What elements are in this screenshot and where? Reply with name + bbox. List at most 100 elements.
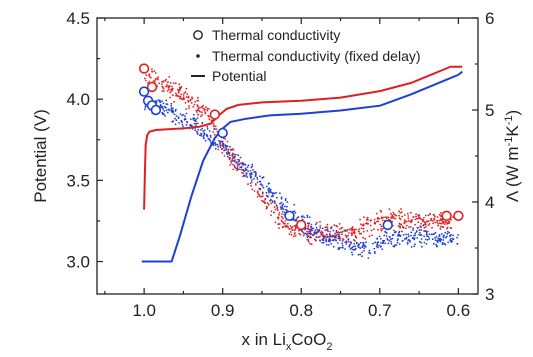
fixed-delay-dot [423, 235, 425, 238]
fixed-delay-dot [201, 127, 204, 130]
fixed-delay-dot [271, 201, 274, 204]
fixed-delay-dot [332, 229, 335, 232]
fixed-delay-dot [387, 242, 390, 245]
fixed-delay-dot [237, 154, 240, 157]
fixed-delay-dot [305, 233, 308, 236]
fixed-delay-dot [296, 216, 299, 219]
fixed-delay-dot [285, 208, 287, 211]
fixed-delay-dot [410, 234, 412, 237]
fixed-delay-dot [380, 242, 382, 244]
fixed-delay-dot [439, 240, 442, 242]
fixed-delay-dot [437, 239, 439, 242]
fixed-delay-dot [267, 190, 270, 193]
fixed-delay-dot [198, 110, 201, 112]
fixed-delay-dot [174, 110, 177, 112]
fixed-delay-dot [377, 228, 379, 231]
fixed-delay-dot [420, 245, 423, 248]
fixed-delay-dot [407, 217, 410, 220]
fixed-delay-dot [378, 235, 381, 238]
fixed-delay-dot [418, 240, 421, 243]
fixed-delay-dot [271, 199, 273, 202]
fixed-delay-dot [184, 118, 187, 120]
fixed-delay-dot [393, 229, 395, 232]
fixed-delay-dot [183, 92, 186, 94]
fixed-delay-dot [413, 238, 416, 241]
fixed-delay-dot [192, 105, 195, 108]
fixed-delay-dot [182, 125, 184, 128]
fixed-delay-dot [284, 220, 287, 222]
fixed-delay-dot [436, 219, 439, 222]
fixed-delay-dot [177, 117, 180, 120]
fixed-delay-dot [385, 235, 388, 237]
fixed-delay-dot [202, 104, 205, 107]
fixed-delay-dot [439, 228, 442, 230]
thermal-conductivity-point [209, 109, 221, 120]
fixed-delay-dot [331, 235, 334, 238]
fixed-delay-dot [286, 201, 289, 204]
x-tick-label: 1.0 [132, 301, 156, 320]
fixed-delay-dot [281, 213, 283, 215]
fixed-delay-dot [234, 153, 237, 156]
fixed-delay-dot [269, 198, 272, 201]
fixed-delay-dot [164, 115, 167, 117]
fixed-delay-dot [399, 225, 401, 228]
fixed-delay-dot [259, 195, 262, 198]
fixed-delay-dot [353, 229, 355, 232]
fixed-delay-dot [307, 224, 310, 227]
fixed-delay-dot [438, 213, 441, 216]
fixed-delay-dot [174, 123, 177, 126]
fixed-delay-dot [413, 237, 416, 240]
fixed-delay-dot [404, 219, 407, 222]
fixed-delay-dot [169, 82, 172, 84]
fixed-delay-dot [293, 210, 296, 213]
fixed-delay-dot [432, 213, 435, 216]
fixed-delay-dot [228, 151, 230, 154]
fixed-delay-dot [214, 144, 217, 146]
fixed-delay-dot [168, 88, 170, 91]
fixed-delay-dot [436, 221, 438, 223]
legend-open-circle-marker [193, 30, 203, 40]
fixed-delay-dot [457, 234, 459, 236]
fixed-delay-dot [315, 231, 317, 234]
fixed-delay-dot [293, 203, 296, 206]
fixed-delay-dot [344, 230, 347, 233]
fixed-delay-dot [433, 215, 436, 218]
fixed-delay-dot [424, 214, 427, 217]
fixed-delay-dot [268, 188, 270, 190]
fixed-delay-dot [442, 235, 445, 238]
fixed-delay-dot [265, 191, 268, 194]
fixed-delay-dot [307, 228, 310, 230]
fixed-delay-dot [361, 255, 363, 258]
fixed-delay-dot [168, 76, 171, 78]
fixed-delay-dot [326, 235, 329, 238]
fixed-delay-dot [184, 101, 187, 104]
fixed-delay-dot [439, 225, 442, 228]
fixed-delay-dot [298, 232, 301, 235]
fixed-delay-dot [340, 231, 342, 234]
fixed-delay-dot [196, 133, 199, 135]
fixed-delay-dot [351, 229, 353, 232]
fixed-delay-dot [278, 212, 281, 214]
fixed-delay-dot [144, 106, 147, 109]
fixed-delay-dot [383, 234, 386, 237]
fixed-delay-dot [392, 233, 395, 236]
fixed-delay-dot [344, 241, 347, 244]
fixed-delay-dot [182, 94, 185, 96]
fixed-delay-dot [243, 170, 246, 173]
fixed-delay-dot [368, 249, 371, 252]
fixed-delay-dot [188, 107, 190, 109]
fixed-delay-dot [203, 133, 206, 135]
fixed-delay-dot [451, 237, 454, 240]
fixed-delay-dot [416, 237, 419, 239]
fixed-delay-dot [224, 144, 227, 147]
fixed-delay-dot [329, 235, 332, 238]
fixed-delay-dot [270, 191, 273, 194]
fixed-delay-dot [274, 202, 276, 205]
fixed-delay-dot [417, 221, 420, 224]
fixed-delay-dot [390, 242, 393, 245]
fixed-delay-dot [335, 236, 337, 239]
fixed-delay-dot [251, 179, 253, 181]
fixed-delay-dot [277, 223, 279, 226]
fixed-delay-dot [384, 216, 386, 219]
fixed-delay-dot [228, 154, 231, 157]
